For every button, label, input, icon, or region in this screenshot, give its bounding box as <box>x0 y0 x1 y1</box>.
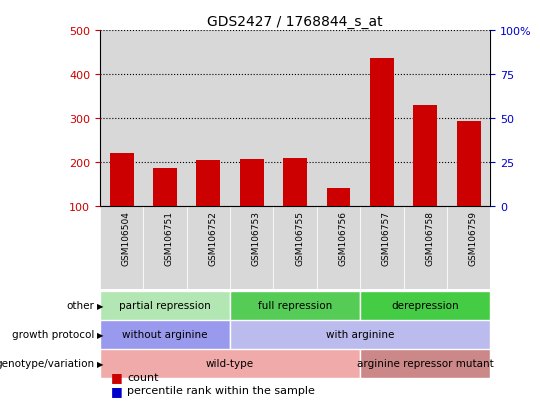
Point <box>377 47 386 54</box>
Text: ■: ■ <box>111 384 123 397</box>
Bar <box>447 31 490 206</box>
Bar <box>187 206 230 289</box>
Text: GSM106751: GSM106751 <box>165 211 174 266</box>
Text: derepression: derepression <box>392 301 459 311</box>
Bar <box>360 206 403 289</box>
Bar <box>327 188 350 206</box>
Point <box>247 63 256 69</box>
Bar <box>230 31 273 206</box>
Text: GSM106504: GSM106504 <box>122 211 131 266</box>
Title: GDS2427 / 1768844_s_at: GDS2427 / 1768844_s_at <box>207 14 383 28</box>
Bar <box>100 206 143 289</box>
Text: other: other <box>66 301 94 311</box>
Text: without arginine: without arginine <box>122 330 208 339</box>
Text: GSM106758: GSM106758 <box>426 211 434 266</box>
Text: count: count <box>127 372 158 382</box>
Bar <box>230 291 360 320</box>
Bar <box>360 291 490 320</box>
Bar <box>230 320 490 349</box>
Bar <box>100 349 360 378</box>
Text: partial repression: partial repression <box>119 301 211 311</box>
Bar <box>370 59 394 206</box>
Text: with arginine: with arginine <box>326 330 394 339</box>
Text: GSM106759: GSM106759 <box>469 211 478 266</box>
Bar <box>230 206 273 289</box>
Text: wild-type: wild-type <box>206 358 254 368</box>
Bar <box>100 320 230 349</box>
Text: ▶: ▶ <box>97 330 104 339</box>
Text: GSM106753: GSM106753 <box>252 211 261 266</box>
Bar <box>110 154 133 206</box>
Point <box>161 61 170 68</box>
Text: GSM106752: GSM106752 <box>208 211 218 266</box>
Bar <box>100 31 143 206</box>
Bar <box>360 31 403 206</box>
Point <box>334 68 343 75</box>
Bar <box>187 31 230 206</box>
Point <box>464 52 473 59</box>
Point <box>117 57 126 64</box>
Bar <box>413 106 437 206</box>
Text: growth protocol: growth protocol <box>12 330 94 339</box>
Bar <box>457 122 481 206</box>
Bar <box>403 31 447 206</box>
Text: ▶: ▶ <box>97 301 104 310</box>
Bar <box>447 206 490 289</box>
Bar <box>273 206 317 289</box>
Bar <box>403 206 447 289</box>
Text: GSM106757: GSM106757 <box>382 211 391 266</box>
Bar <box>153 169 177 206</box>
Bar <box>283 158 307 206</box>
Point <box>421 52 430 59</box>
Point <box>204 57 213 64</box>
Point <box>291 59 300 66</box>
Text: GSM106756: GSM106756 <box>339 211 348 266</box>
Text: genotype/variation: genotype/variation <box>0 358 94 368</box>
Bar <box>143 206 187 289</box>
Bar <box>143 31 187 206</box>
Text: arginine repressor mutant: arginine repressor mutant <box>357 358 494 368</box>
Bar <box>240 159 264 206</box>
Bar <box>360 349 490 378</box>
Text: ■: ■ <box>111 370 123 384</box>
Bar <box>317 206 360 289</box>
Text: full repression: full repression <box>258 301 332 311</box>
Text: ▶: ▶ <box>97 359 104 368</box>
Text: percentile rank within the sample: percentile rank within the sample <box>127 385 315 395</box>
Bar <box>273 31 317 206</box>
Bar <box>317 31 360 206</box>
Bar <box>100 291 230 320</box>
Bar <box>197 160 220 206</box>
Text: GSM106755: GSM106755 <box>295 211 304 266</box>
